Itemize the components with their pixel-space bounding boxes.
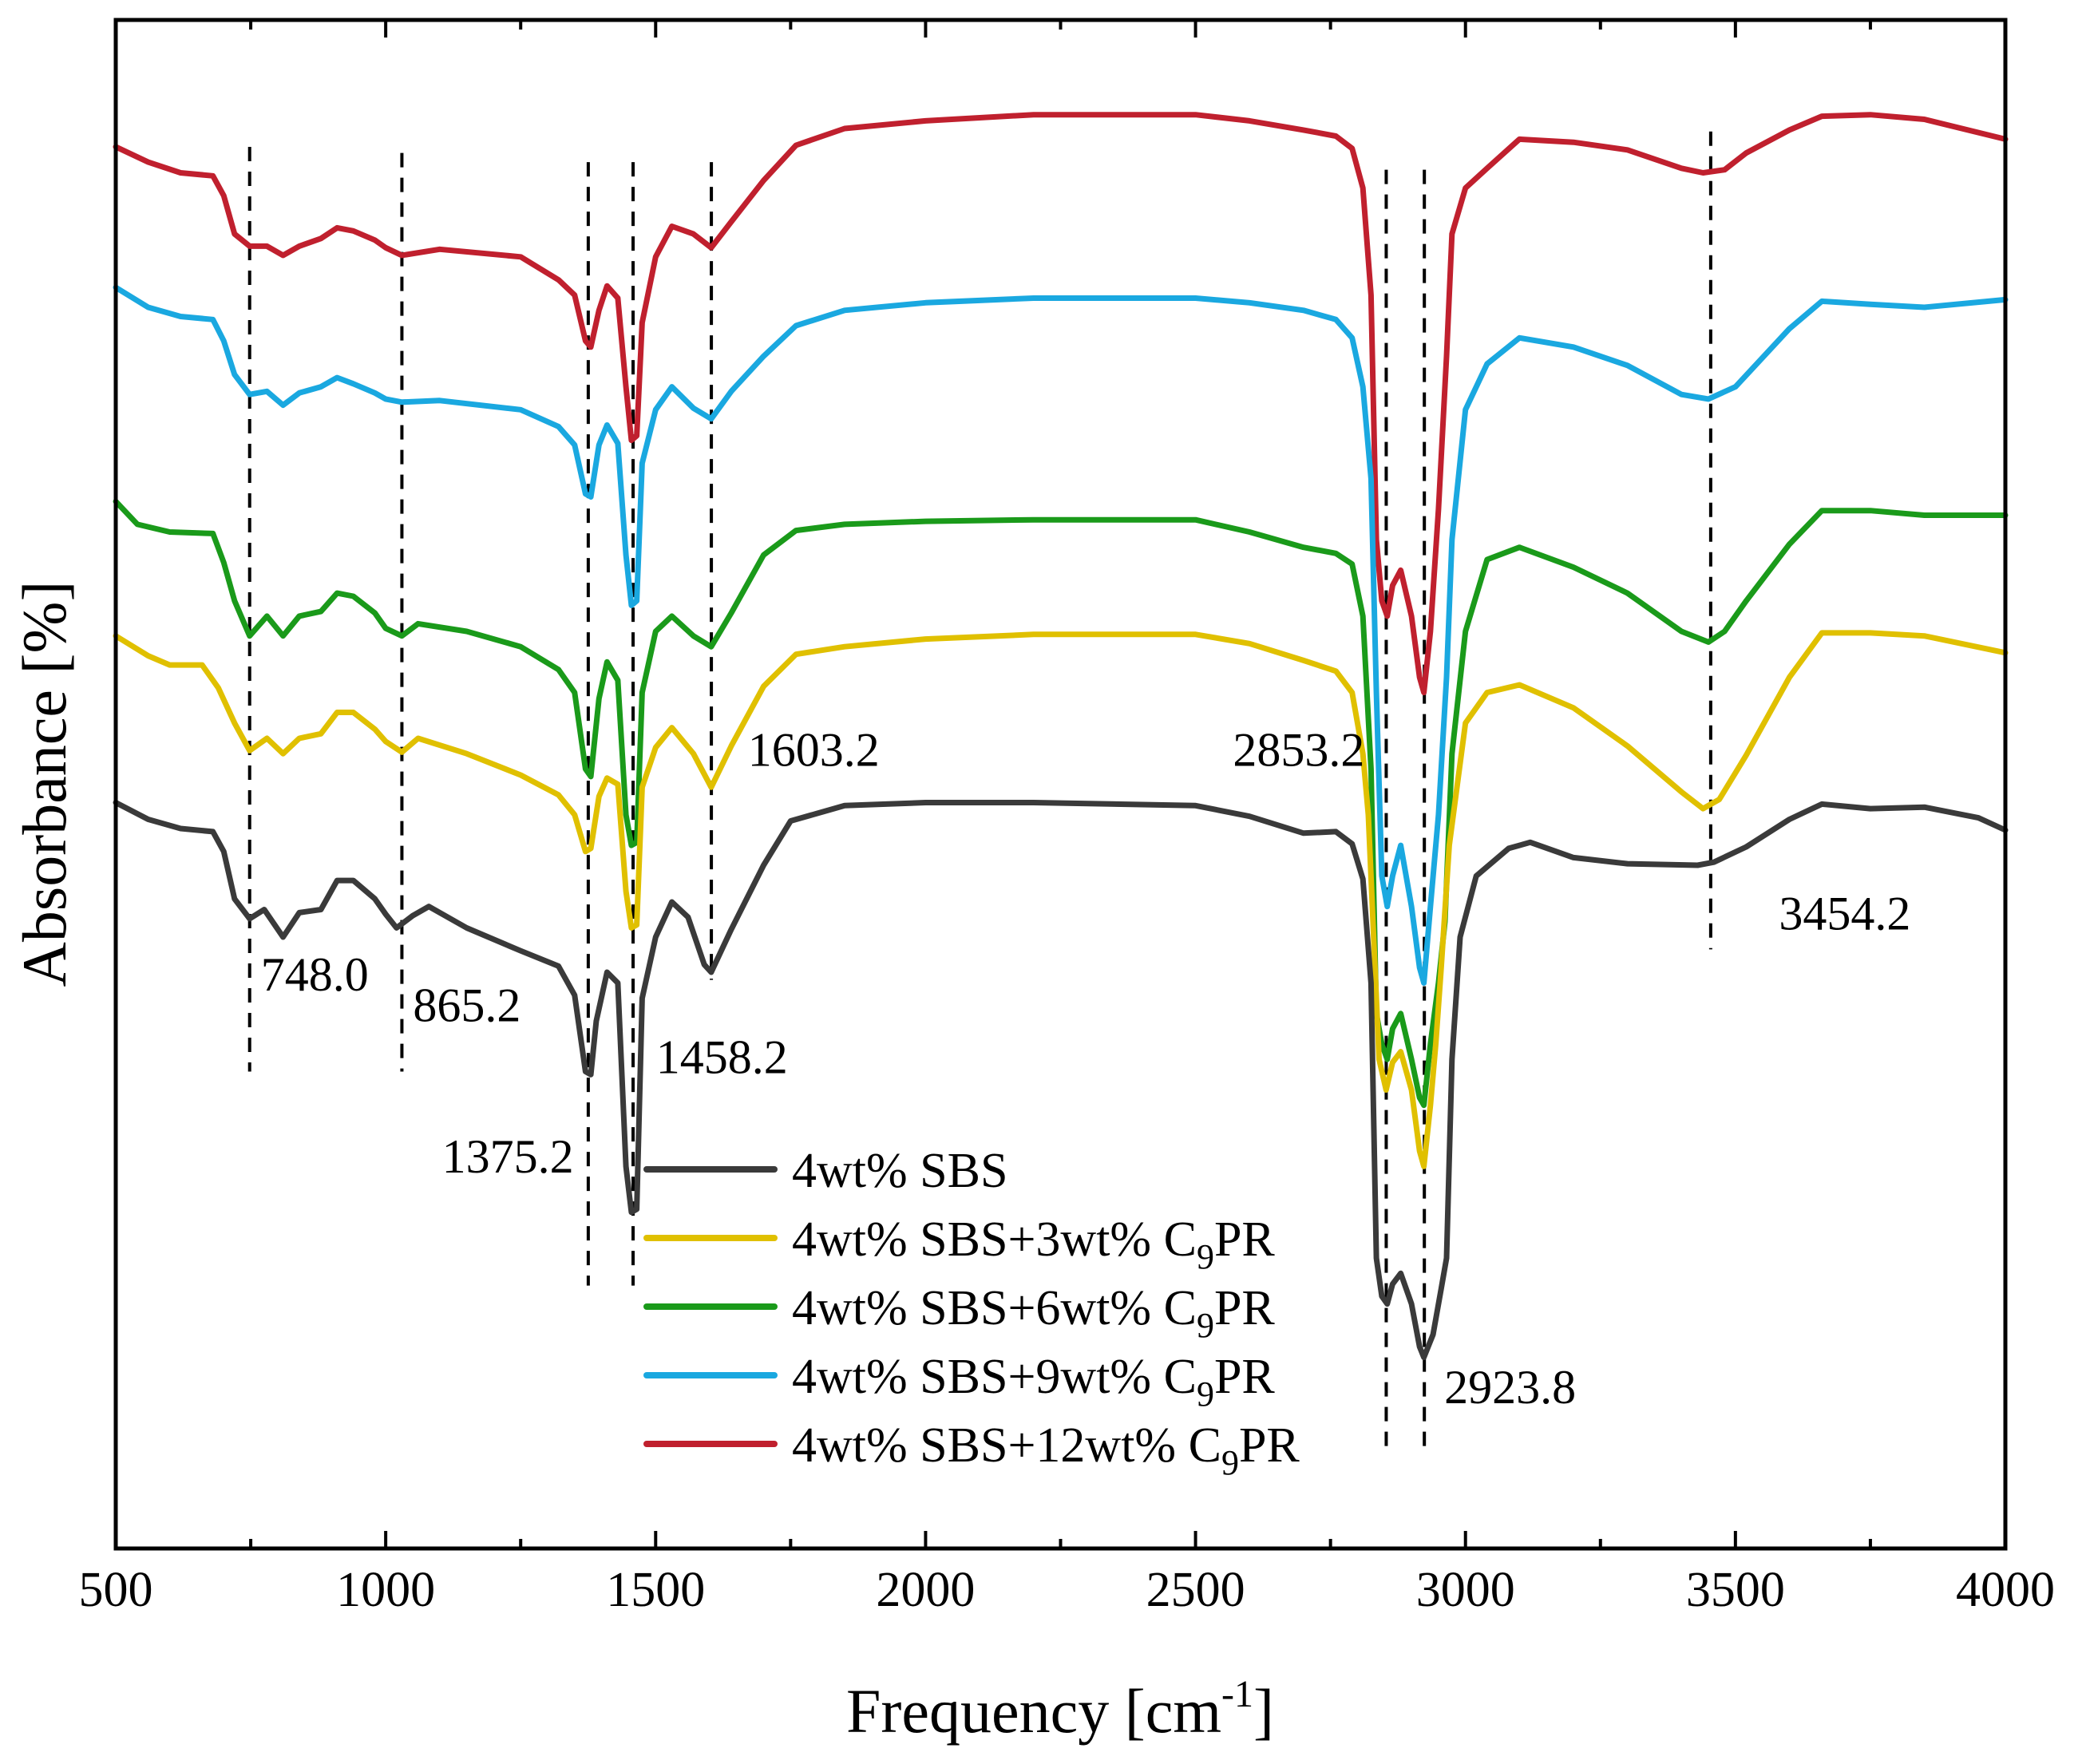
- series-line-4: [113, 112, 2009, 696]
- series-line-1: [113, 630, 2009, 1169]
- peak-label: 2923.8: [1444, 1361, 1576, 1414]
- series-line-0: [113, 800, 2009, 1361]
- x-tick-label: 2000: [876, 1563, 975, 1617]
- x-axis-ticks: 500 1000 1500 2000 2500 3000 3500 4000: [79, 20, 2055, 1617]
- y-axis-title: Absorbance [%]: [10, 581, 79, 987]
- x-tick-label: 3500: [1686, 1563, 1785, 1617]
- peak-label: 865.2: [413, 979, 521, 1031]
- series-line-2: [113, 498, 2009, 1109]
- peak-label: 2853.2: [1233, 724, 1364, 777]
- x-tick-label: 3000: [1416, 1563, 1515, 1617]
- x-tick-label: 2500: [1146, 1563, 1245, 1617]
- legend-label: 4wt% SBS+9wt% C9PR: [792, 1350, 1275, 1414]
- legend-label: 4wt% SBS+12wt% C9PR: [792, 1418, 1300, 1482]
- peak-labels: 748.0 865.2 1375.2 1458.2 1603.2 2853.2 2923.8…: [261, 724, 1911, 1414]
- peak-label: 1375.2: [442, 1130, 574, 1183]
- x-axis-title: Frequency [cm-1]: [846, 1673, 1274, 1746]
- series-line-3: [113, 284, 2009, 986]
- legend-label: 4wt% SBS+6wt% C9PR: [792, 1281, 1275, 1345]
- x-tick-label: 1000: [336, 1563, 435, 1617]
- legend-label: 4wt% SBS+3wt% C9PR: [792, 1212, 1275, 1276]
- x-tick-label: 500: [79, 1563, 153, 1617]
- x-tick-label: 4000: [1956, 1563, 2055, 1617]
- x-axis-title-end: ]: [1253, 1676, 1274, 1746]
- peak-label: 3454.2: [1779, 887, 1910, 939]
- reference-lines: [247, 131, 1712, 1454]
- x-axis-title-main: Frequency [cm: [846, 1676, 1221, 1746]
- spectra-series: [113, 112, 2009, 1361]
- x-tick-label: 1500: [606, 1563, 705, 1617]
- peak-label: 1458.2: [656, 1030, 788, 1083]
- legend-label: 4wt% SBS: [792, 1144, 1007, 1198]
- peak-label: 748.0: [261, 948, 369, 1001]
- x-axis-title-sup: -1: [1221, 1673, 1253, 1715]
- peak-label: 1603.2: [748, 724, 880, 777]
